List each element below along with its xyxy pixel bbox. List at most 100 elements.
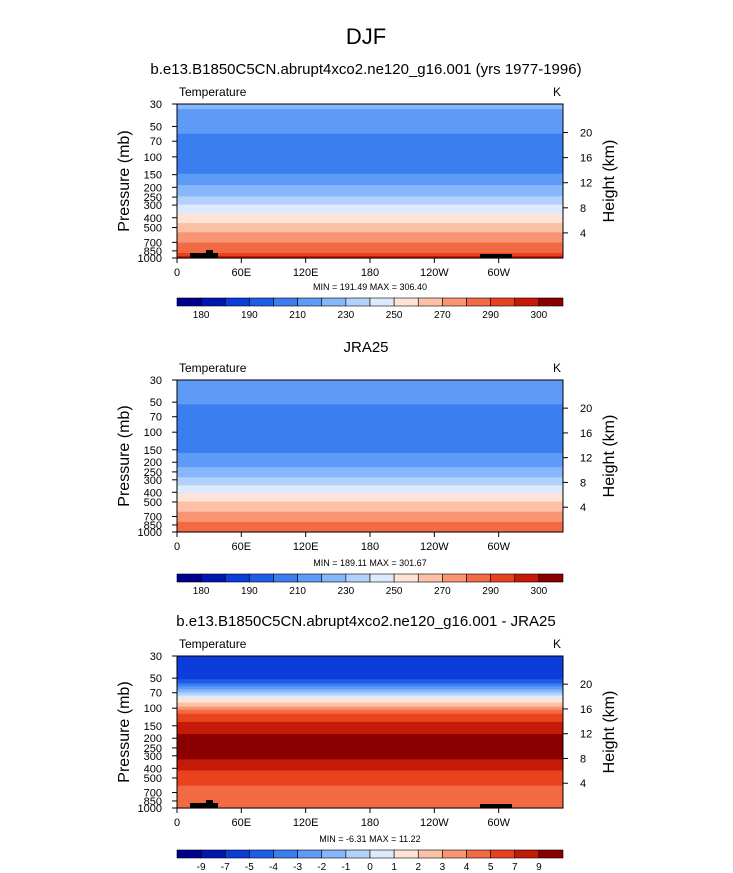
colorbar-swatch — [321, 297, 347, 307]
contour-band — [177, 689, 563, 692]
contour-band — [177, 507, 563, 510]
contour-band — [177, 667, 563, 669]
contour-band — [177, 230, 563, 232]
contour-band — [177, 780, 563, 783]
contour-band — [177, 724, 563, 727]
x-tick-label: 60E — [232, 817, 252, 829]
contour-band — [177, 212, 563, 215]
contour-band — [177, 443, 563, 446]
contour-band — [177, 407, 563, 409]
contour-band — [177, 708, 563, 711]
contour-band — [177, 492, 563, 495]
contour-band — [177, 685, 563, 687]
contour-band — [177, 435, 563, 438]
colorbar-swatch — [417, 573, 443, 583]
contour-band — [177, 156, 563, 158]
contour-band — [177, 521, 563, 524]
x-tick-label: 180 — [361, 541, 379, 553]
contour-band — [177, 418, 563, 421]
contour-band — [177, 773, 563, 776]
contour-band — [177, 416, 563, 419]
contour-band — [177, 723, 563, 726]
y-tick-label: 150 — [144, 721, 162, 733]
y-tick-label: 150 — [144, 445, 162, 457]
x-tick-label: 60W — [487, 541, 510, 553]
contour-band — [177, 790, 563, 793]
contour-band — [177, 147, 563, 149]
y-tick-label: 400 — [144, 213, 162, 225]
contour-band — [177, 151, 563, 153]
contour-band — [177, 665, 563, 667]
contour-band — [177, 707, 563, 710]
y-tick-label: 250 — [144, 467, 162, 479]
contour-band — [177, 668, 563, 670]
contour-band — [177, 229, 563, 231]
contour-band — [177, 672, 563, 674]
contour-band — [177, 506, 563, 509]
y2-tick-label: 20 — [580, 403, 592, 415]
topography-mask — [480, 254, 512, 258]
contour-band — [177, 741, 563, 743]
y-tick-label: 50 — [150, 397, 162, 409]
contour-band — [177, 698, 563, 701]
colorbar-swatch — [417, 297, 443, 307]
contour-band — [177, 426, 563, 429]
contour-band — [177, 458, 563, 460]
contour-band — [177, 237, 563, 240]
panel-title: JRA25 — [343, 339, 388, 356]
contour-band — [177, 427, 563, 430]
y-tick-label: 700 — [144, 788, 162, 800]
contour-band — [177, 732, 563, 734]
contour-band — [177, 202, 563, 205]
contour-band — [177, 190, 563, 192]
contour-band — [177, 453, 563, 456]
field-label: Temperature — [179, 637, 247, 651]
contour-band — [177, 185, 563, 187]
contour-band — [177, 805, 563, 808]
contour-band — [177, 450, 563, 453]
contour-band — [177, 529, 563, 532]
contour-band — [177, 160, 563, 163]
contour-band — [177, 164, 563, 167]
contour-band — [177, 438, 563, 441]
contour-band — [177, 694, 563, 697]
contour-band — [177, 490, 563, 493]
contour-band — [177, 750, 563, 752]
contour-band — [177, 199, 563, 202]
contour-band — [177, 802, 563, 805]
contour-band — [177, 791, 563, 794]
contour-band — [177, 446, 563, 449]
contour-band — [177, 776, 563, 779]
contour-band — [177, 409, 563, 411]
contour-band — [177, 795, 563, 798]
y-tick-label: 200 — [144, 733, 162, 745]
y-tick-label: 200 — [144, 457, 162, 469]
units-label: K — [553, 637, 561, 651]
contour-band — [177, 480, 563, 482]
contour-band — [177, 786, 563, 789]
contour-band — [177, 163, 563, 166]
contour-band — [177, 234, 563, 237]
contour-band — [177, 389, 563, 391]
contour-band — [177, 183, 563, 185]
contour-band — [177, 516, 563, 519]
contour-band — [177, 498, 563, 501]
contour-band — [177, 152, 563, 154]
contour-band — [177, 518, 563, 521]
contour-band — [177, 796, 563, 799]
contour-band — [177, 140, 563, 143]
contour-band — [177, 423, 563, 426]
contour-band — [177, 169, 563, 172]
colorbar-label: 0 — [367, 862, 373, 873]
contour-band — [177, 765, 563, 768]
colorbar-swatch — [442, 573, 467, 583]
contour-band — [177, 777, 563, 780]
contour-band — [177, 677, 563, 679]
contour-band — [177, 250, 563, 253]
contour-band — [177, 437, 563, 440]
colorbar-label: 9 — [536, 862, 542, 873]
contour-band — [177, 248, 563, 251]
y2-axis-title: Height (km) — [601, 691, 618, 774]
contour-band — [177, 397, 563, 399]
colorbar-swatch — [490, 573, 516, 583]
